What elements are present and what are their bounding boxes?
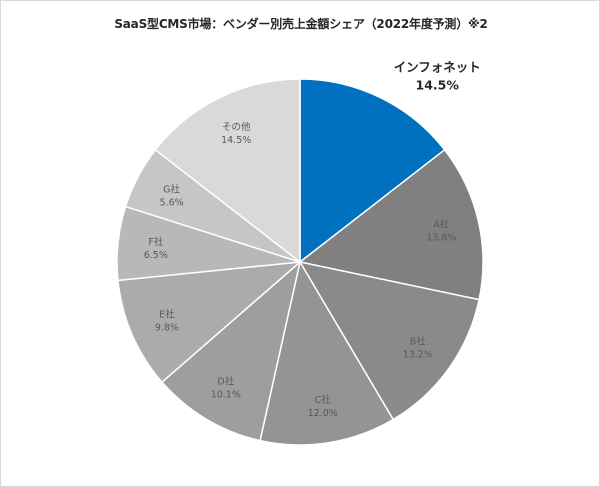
slice-label-value-3: 12.0% — [308, 408, 338, 419]
slice-label-value-7: 5.6% — [160, 198, 184, 209]
slice-label-value-0: 14.5% — [416, 78, 460, 93]
slice-label-name-4: D社 — [217, 376, 234, 388]
slice-label-1: A社 13.8% — [426, 219, 456, 244]
slice-label-name-2: B社 — [410, 336, 427, 348]
slice-label-value-2: 13.2% — [403, 350, 433, 361]
pie-slice-3 — [259, 259, 395, 446]
slice-label-name-1: A社 — [433, 219, 449, 231]
slice-label-value-5: 9.8% — [155, 323, 179, 334]
slice-label-2: B社 13.2% — [403, 336, 433, 361]
pie-slice-4 — [160, 259, 302, 442]
slice-label-name-8: その他 — [222, 121, 251, 133]
slice-label-0: インフォネット 14.5% — [394, 60, 481, 93]
slice-label-8: その他 14.5% — [221, 121, 251, 146]
pie-slices — [116, 78, 484, 446]
slice-label-name-0: インフォネット — [394, 60, 481, 75]
slice-label-value-8: 14.5% — [221, 135, 251, 146]
pie-slice-2 — [298, 260, 480, 421]
pie-slice-1 — [298, 148, 484, 301]
pie-labels: インフォネット 14.5% A社 13.8% B社 13.2% C社 12.0% D社 10.1%… — [144, 60, 481, 420]
slice-label-4: D社 10.1% — [211, 376, 241, 401]
slice-label-name-3: C社 — [315, 394, 332, 406]
pie-slice-8 — [154, 78, 301, 264]
slice-label-name-5: E社 — [159, 309, 175, 321]
chart-title: SaaS型CMS市場：ベンダー別売上金額シェア（2022年度予測）※2 — [114, 17, 488, 31]
pie-slice-0 — [299, 78, 446, 264]
slice-label-6: F社 6.5% — [144, 236, 168, 261]
slice-label-value-6: 6.5% — [144, 250, 168, 261]
slice-label-name-7: G社 — [163, 184, 180, 196]
slice-label-7: G社 5.6% — [160, 184, 184, 209]
pie-slice-5 — [117, 261, 303, 384]
slice-label-name-6: F社 — [148, 236, 163, 248]
slice-label-3: C社 12.0% — [308, 394, 338, 419]
slice-label-value-4: 10.1% — [211, 390, 241, 401]
slice-label-value-1: 13.8% — [426, 233, 456, 244]
slice-label-5: E社 9.8% — [155, 309, 179, 334]
